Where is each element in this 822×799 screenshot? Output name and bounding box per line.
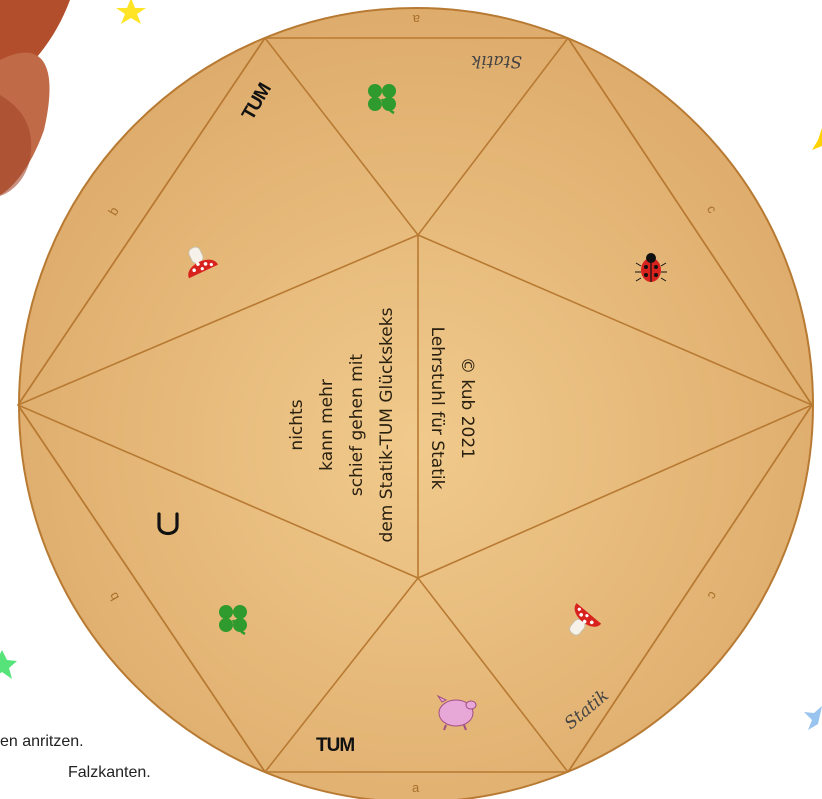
statik-text: Statik [471, 51, 522, 71]
message-line-3: schief gehen mit [347, 354, 367, 496]
tum-logo-text: TUM [316, 735, 354, 756]
mushroom-icon [569, 603, 602, 636]
instruction-caption-2: Falzkanten. [68, 764, 151, 781]
message-line-4: dem Statik-TUM Glückskeks [377, 307, 397, 542]
mushroom-icon [188, 246, 219, 279]
edge-letter-bottom: a [412, 780, 420, 795]
credit-line-2: Lehrstuhl für Statik [427, 327, 447, 490]
ladybug-icon [635, 253, 667, 282]
star-green [0, 650, 17, 679]
star-blue [804, 706, 822, 730]
message-block: nichts kann mehr schief gehen mit dem St… [287, 307, 397, 542]
star-yellow-top [116, 0, 146, 24]
message-line-2: kann mehr [317, 379, 337, 471]
credit-block: © kub 2021 Lehrstuhl für Statik [427, 327, 477, 490]
message-line-1: nichts [287, 399, 307, 450]
clover-icon [219, 605, 247, 636]
clover-icon [368, 84, 396, 115]
credit-line-1: © kub 2021 [457, 357, 477, 459]
tum-logo-bottom: TUM [316, 735, 355, 756]
edge-letter-top: a [412, 12, 420, 27]
horseshoe-icon [157, 512, 179, 536]
statik-signature-top: Statik [471, 51, 522, 71]
leaf-decoration [0, 0, 70, 196]
fortune-disc [18, 7, 814, 799]
fold-lines [17, 37, 813, 773]
instruction-caption-1: en anritzen. [0, 733, 84, 750]
pig-icon [436, 694, 477, 731]
star-yellow-right [812, 128, 822, 150]
